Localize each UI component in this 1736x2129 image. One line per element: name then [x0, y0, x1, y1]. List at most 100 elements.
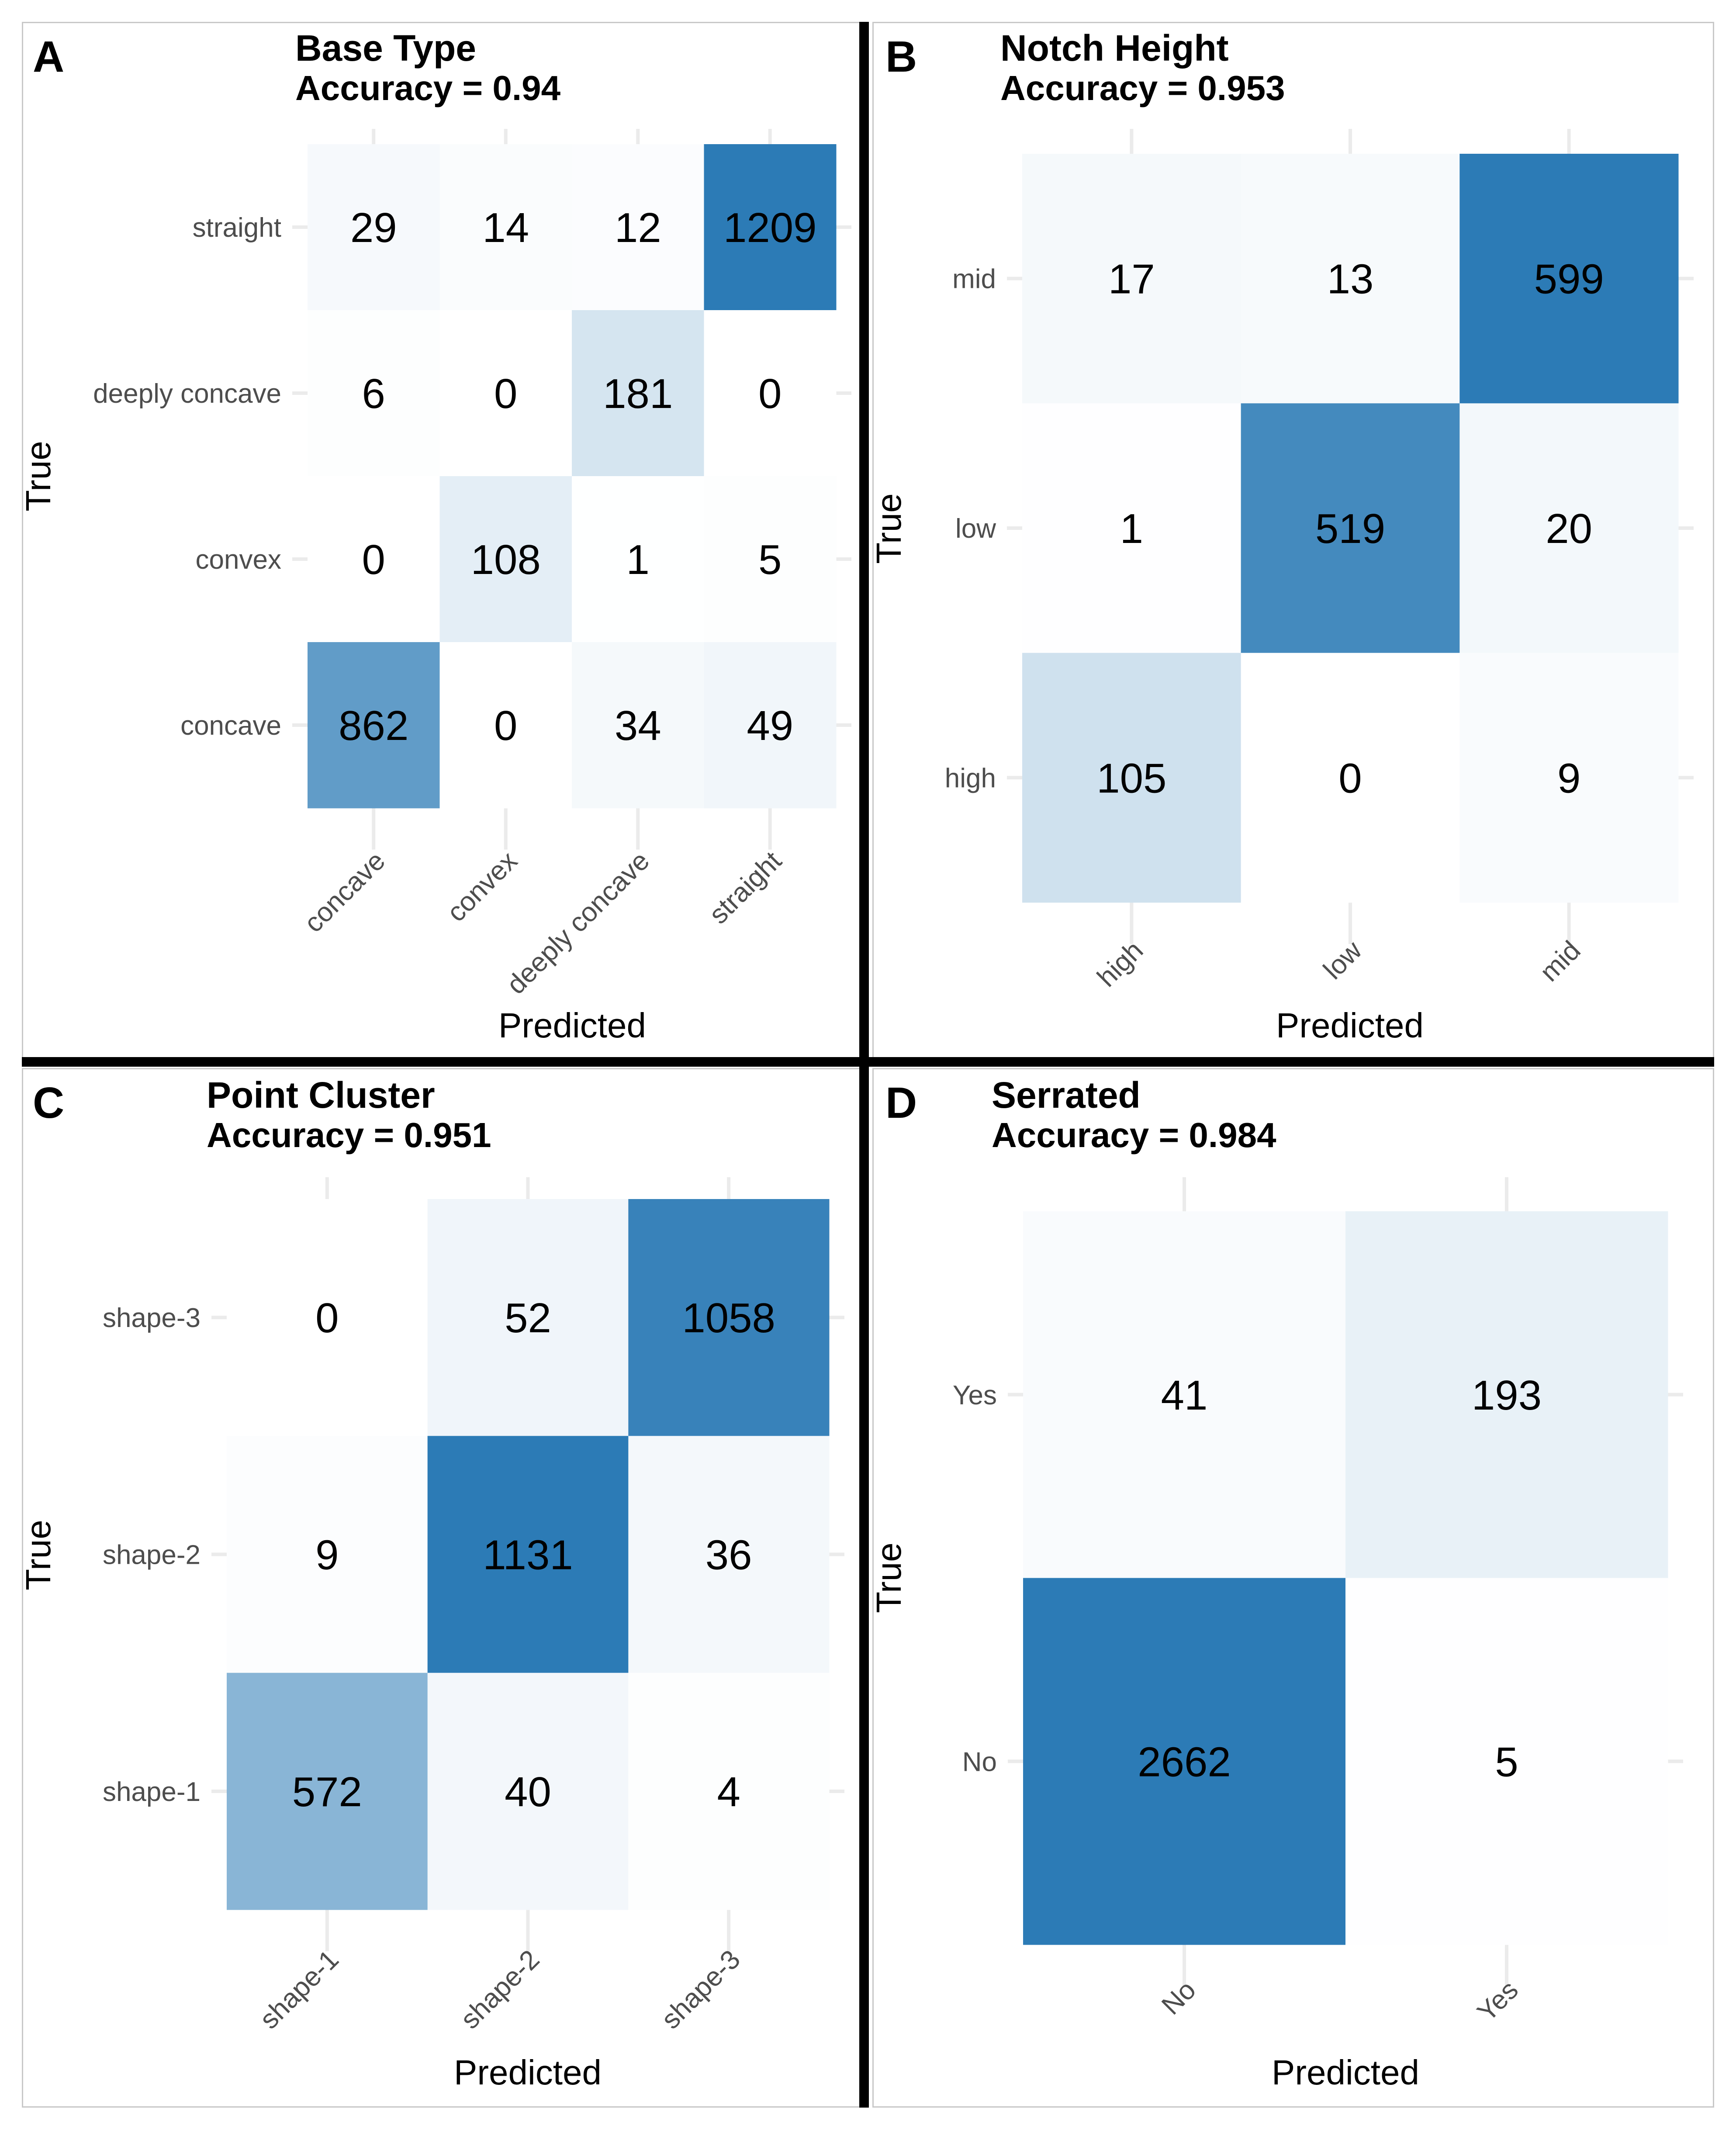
heatmap-cell: [704, 476, 837, 643]
heatmap-cell: [308, 144, 440, 311]
x-axis-title: Predicted: [498, 1006, 646, 1045]
heatmap-cell: [572, 642, 704, 809]
cell-count-label: 52: [505, 1295, 551, 1341]
cell-count-label: 9: [1557, 755, 1580, 802]
heatmap-cell: [704, 642, 837, 809]
y-tick-label: deeply concave: [93, 379, 281, 409]
heatmap-cell: [1459, 653, 1679, 903]
heatmap-cell: [1459, 154, 1679, 404]
panel-letter-b: B: [885, 32, 917, 81]
heatmap-cell: [439, 642, 572, 809]
panel-c-subtitle: Accuracy = 0.951: [207, 1116, 491, 1154]
cell-count-label: 36: [705, 1532, 752, 1579]
panel-d-subtitle: Accuracy = 0.984: [992, 1116, 1276, 1154]
y-tick-label: Yes: [953, 1380, 997, 1410]
y-tick-label: mid: [952, 264, 996, 294]
cell-count-label: 108: [471, 536, 541, 583]
heatmap-cell: [1345, 1578, 1668, 1945]
cell-count-label: 40: [505, 1769, 551, 1815]
heatmap-cell: [308, 310, 440, 477]
cell-count-label: 5: [758, 536, 782, 583]
heatmap-cell: [572, 476, 704, 643]
cell-count-label: 0: [1338, 755, 1362, 802]
y-tick-label: low: [955, 514, 996, 544]
panel-b-title: Notch Height: [1000, 28, 1229, 69]
heatmap-cell: [628, 1436, 830, 1673]
cell-count-label: 6: [362, 370, 385, 417]
heatmap-cell: [1022, 653, 1241, 903]
heatmap-cell: [439, 310, 572, 477]
heatmap-cell: [1459, 403, 1679, 653]
heatmap-cell: [1022, 154, 1241, 404]
x-axis-title: Predicted: [1272, 2053, 1419, 2092]
heatmap-cell: [1241, 653, 1460, 903]
heatmap-cell: [572, 310, 704, 477]
cell-count-label: 519: [1315, 505, 1385, 552]
cell-count-label: 0: [758, 370, 782, 417]
panel-a-title: Base Type: [295, 28, 476, 69]
cell-count-label: 1131: [483, 1532, 573, 1579]
cell-count-label: 1: [1120, 505, 1143, 552]
heatmap-cell: [1241, 154, 1460, 404]
cell-count-label: 49: [747, 702, 793, 749]
heatmap-cell: [227, 1199, 428, 1436]
heatmap-cell: [427, 1436, 629, 1673]
cell-count-label: 34: [615, 702, 661, 749]
heatmap-cell: [1241, 403, 1460, 653]
heatmap-cell: [439, 144, 572, 311]
cell-count-label: 0: [362, 536, 385, 583]
x-tick-label: Yes: [1472, 1975, 1524, 2027]
y-tick-label: shape-2: [103, 1540, 201, 1570]
horizontal-divider: [22, 1057, 1714, 1067]
heatmap-cell: [427, 1673, 629, 1910]
heatmap-cell: [308, 476, 440, 643]
panel-b-subtitle: Accuracy = 0.953: [1000, 69, 1285, 107]
y-tick-label: high: [945, 763, 996, 793]
heatmap-cell: [1022, 403, 1241, 653]
y-tick-label: No: [962, 1747, 997, 1777]
heatmap-cell: [227, 1673, 428, 1910]
panel-letter-d: D: [885, 1078, 917, 1127]
y-tick-label: concave: [180, 711, 281, 741]
heatmap-cell: [572, 144, 704, 311]
cell-count-label: 1058: [682, 1295, 775, 1341]
y-tick-label: convex: [196, 545, 281, 575]
heatmap-cell: [1023, 1211, 1346, 1578]
cell-count-label: 1209: [723, 204, 817, 251]
x-axis-title: Predicted: [1276, 1006, 1424, 1045]
heatmap-cell: [704, 310, 837, 477]
heatmap-cell: [628, 1673, 830, 1910]
cell-count-label: 193: [1472, 1372, 1542, 1419]
heatmap-cell: [1345, 1211, 1668, 1578]
heatmap-cell: [628, 1199, 830, 1436]
cell-count-label: 14: [482, 204, 529, 251]
cell-count-label: 12: [615, 204, 661, 251]
y-axis-title: True: [869, 1542, 908, 1613]
y-tick-label: shape-1: [103, 1777, 201, 1807]
cell-count-label: 17: [1108, 256, 1155, 303]
x-tick-label: No: [1156, 1975, 1202, 2021]
cell-count-label: 0: [494, 370, 517, 417]
panel-a-subtitle: Accuracy = 0.94: [295, 69, 561, 107]
cell-count-label: 5: [1495, 1738, 1518, 1785]
cell-count-label: 599: [1534, 256, 1604, 303]
x-axis-title: Predicted: [454, 2053, 602, 2092]
cell-count-label: 572: [292, 1769, 362, 1815]
cell-count-label: 105: [1096, 755, 1166, 802]
panel-letter-c: C: [33, 1078, 65, 1127]
heatmap-cell: [1023, 1578, 1346, 1945]
heatmap-cell: [308, 642, 440, 809]
heatmap-cell: [704, 144, 837, 311]
y-axis-title: True: [19, 1520, 58, 1590]
heatmap-cell: [227, 1436, 428, 1673]
y-axis-title: True: [19, 441, 58, 512]
cell-count-label: 9: [315, 1532, 339, 1579]
panel-d-title: Serrated: [992, 1075, 1141, 1116]
cell-count-label: 0: [494, 702, 517, 749]
cell-count-label: 41: [1161, 1372, 1208, 1419]
cell-count-label: 29: [350, 204, 397, 251]
panel-c-title: Point Cluster: [207, 1075, 435, 1116]
cell-count-label: 0: [315, 1295, 339, 1341]
